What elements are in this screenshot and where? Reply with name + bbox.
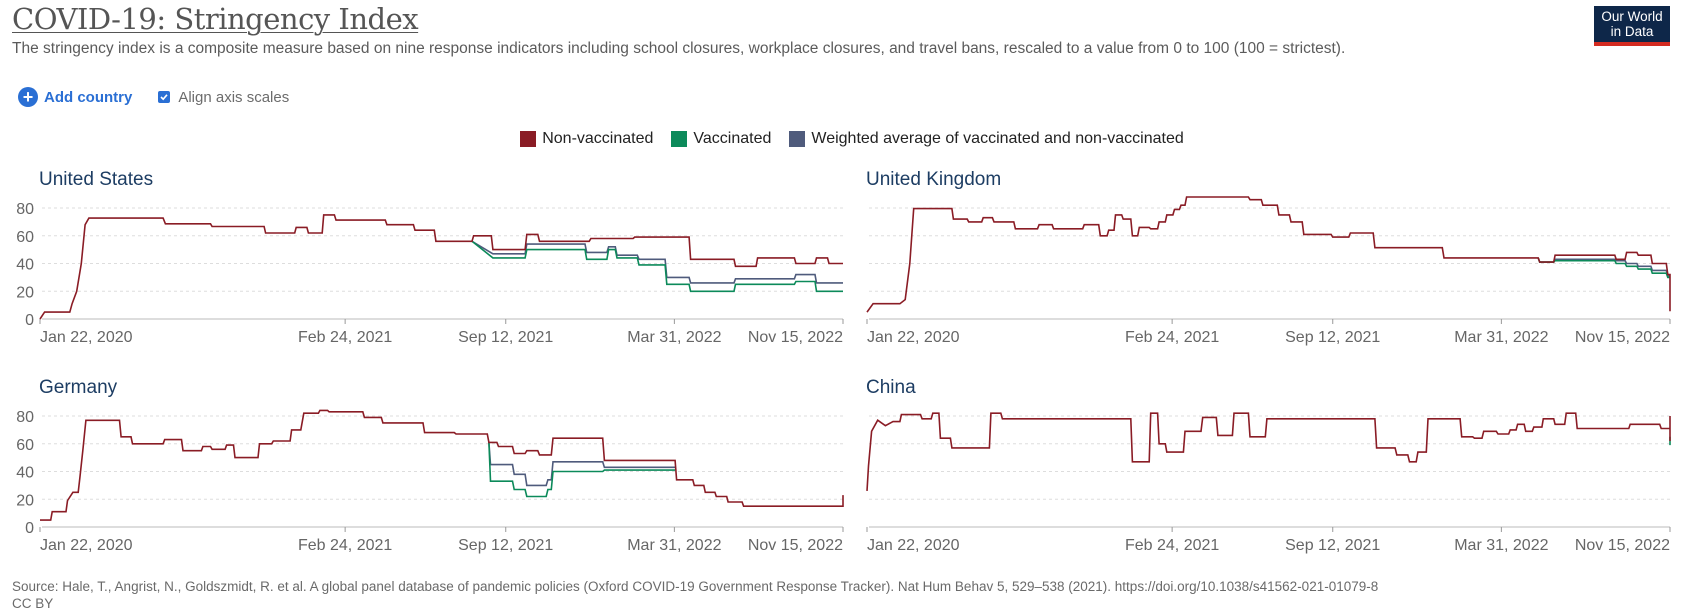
series-line-weighted-average-of-vaccinated-and-non-vaccinated[interactable] <box>471 240 843 284</box>
logo-line-2: in Data <box>1610 24 1654 39</box>
x-tick-label: Jan 22, 2020 <box>40 329 133 346</box>
x-tick-label: Feb 24, 2021 <box>298 329 392 346</box>
series-line-non-vaccinated[interactable] <box>866 196 1671 313</box>
x-tick-label: Jan 22, 2020 <box>867 329 960 346</box>
x-tick-label: Sep 12, 2021 <box>1285 329 1380 346</box>
x-tick-label: Sep 12, 2021 <box>458 537 553 554</box>
chart-controls: + Add country Align axis scales <box>18 86 289 108</box>
x-tick-label: Jan 22, 2020 <box>40 537 133 554</box>
y-tick-label: 80 <box>16 409 34 426</box>
legend-label: Vaccinated <box>693 130 772 147</box>
chart-title[interactable]: COVID-19: Stringency Index <box>12 2 419 36</box>
y-tick-label: 40 <box>16 257 34 274</box>
y-tick-label: 40 <box>16 465 34 482</box>
legend: Non-vaccinated Vaccinated Weighted avera… <box>0 130 1682 148</box>
y-tick-label: 80 <box>16 201 34 218</box>
panel-title: Germany <box>39 377 118 398</box>
x-tick-label: Feb 24, 2021 <box>1125 537 1219 554</box>
legend-label: Non-vaccinated <box>542 130 654 147</box>
source-text[interactable]: Source: Hale, T., Angrist, N., Goldszmid… <box>12 579 1379 594</box>
x-tick-label: Mar 31, 2022 <box>627 537 721 554</box>
logo-line-1: Our World <box>1601 9 1663 24</box>
x-tick-label: Nov 15, 2022 <box>1575 329 1670 346</box>
add-country-label: Add country <box>44 88 133 106</box>
legend-item-vaccinated[interactable]: Vaccinated <box>671 130 771 148</box>
series-line-vaccinated[interactable] <box>1537 257 1670 279</box>
checkbox-checked-icon[interactable] <box>158 91 171 103</box>
x-tick-label: Sep 12, 2021 <box>458 329 553 346</box>
legend-label: Weighted average of vaccinated and non-v… <box>811 130 1184 147</box>
chart-subtitle: The stringency index is a composite meas… <box>12 40 1346 57</box>
legend-item-weighted-average[interactable]: Weighted average of vaccinated and non-v… <box>789 130 1184 148</box>
x-tick-label: Nov 15, 2022 <box>748 537 843 554</box>
series-line-non-vaccinated[interactable] <box>40 409 844 521</box>
panel-title: United Kingdom <box>866 169 1001 190</box>
x-tick-label: Nov 15, 2022 <box>748 329 843 346</box>
align-axis-scales-label: Align axis scales <box>178 88 290 106</box>
legend-swatch <box>520 131 537 147</box>
series-line-vaccinated[interactable] <box>471 240 843 293</box>
y-tick-label: 60 <box>16 229 34 246</box>
series-line-weighted-average-of-vaccinated-and-non-vaccinated[interactable] <box>488 442 676 487</box>
series-line-non-vaccinated[interactable] <box>866 412 1671 491</box>
y-tick-label: 60 <box>16 437 34 454</box>
y-tick-label: 0 <box>25 520 34 537</box>
plus-circle-icon: + <box>18 87 38 107</box>
y-tick-label: 0 <box>25 312 34 329</box>
source-note: Source: Hale, T., Angrist, N., Goldszmid… <box>12 578 1378 612</box>
y-tick-label: 20 <box>16 284 34 301</box>
x-tick-label: Mar 31, 2022 <box>1454 537 1548 554</box>
owid-logo[interactable]: Our World in Data <box>1594 6 1670 46</box>
legend-swatch <box>789 131 806 147</box>
panel-title: China <box>866 377 916 398</box>
series-line-vaccinated[interactable] <box>488 442 676 498</box>
legend-item-non-vaccinated[interactable]: Non-vaccinated <box>520 130 653 148</box>
x-tick-label: Sep 12, 2021 <box>1285 537 1380 554</box>
add-country-button[interactable]: + Add country <box>18 87 132 107</box>
x-tick-label: Jan 22, 2020 <box>867 537 960 554</box>
y-tick-label: 20 <box>16 492 34 509</box>
panel-title: United States <box>39 169 153 190</box>
align-axis-scales-toggle[interactable]: Align axis scales <box>158 89 289 106</box>
legend-swatch <box>671 131 688 147</box>
x-tick-label: Nov 15, 2022 <box>1575 537 1670 554</box>
series-line-non-vaccinated[interactable] <box>39 214 843 320</box>
small-multiples-charts: United States 0 20 40 60 80 Jan 22, 2020 Feb 24… <box>16 169 1671 554</box>
x-tick-label: Mar 31, 2022 <box>1454 329 1548 346</box>
x-tick-label: Feb 24, 2021 <box>1125 329 1219 346</box>
x-tick-label: Mar 31, 2022 <box>627 329 721 346</box>
x-tick-label: Feb 24, 2021 <box>298 537 392 554</box>
license-text[interactable]: CC BY <box>12 596 54 611</box>
